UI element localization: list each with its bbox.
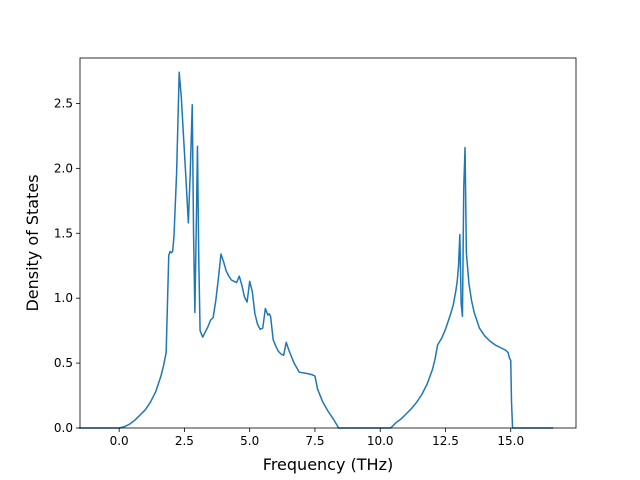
y-axis-label: Density of States [23,174,42,311]
y-tick-label: 1.5 [54,226,73,240]
y-tick-label: 0.5 [54,356,73,370]
x-tick-label: 10.0 [367,434,394,448]
x-axis-label: Frequency (THz) [263,455,393,474]
y-tick-label: 2.5 [54,96,73,110]
y-axis-ticks: 0.0 0.5 1.0 1.5 2.0 2.5 [54,96,80,435]
x-axis-ticks: 0.0 2.5 5.0 7.5 10.0 12.5 15.0 [110,428,524,448]
y-tick-label: 1.0 [54,291,73,305]
axes-frame [79,57,577,429]
y-tick-label: 0.0 [54,421,73,435]
y-tick-label: 2.0 [54,161,73,175]
plot-area [78,71,554,429]
x-tick-label: 5.0 [240,434,259,448]
x-tick-label: 7.5 [305,434,324,448]
x-tick-label: 2.5 [175,434,194,448]
x-tick-label: 15.0 [497,434,524,448]
x-tick-label: 0.0 [110,434,129,448]
x-tick-label: 12.5 [432,434,459,448]
dos-series-line [78,71,554,429]
